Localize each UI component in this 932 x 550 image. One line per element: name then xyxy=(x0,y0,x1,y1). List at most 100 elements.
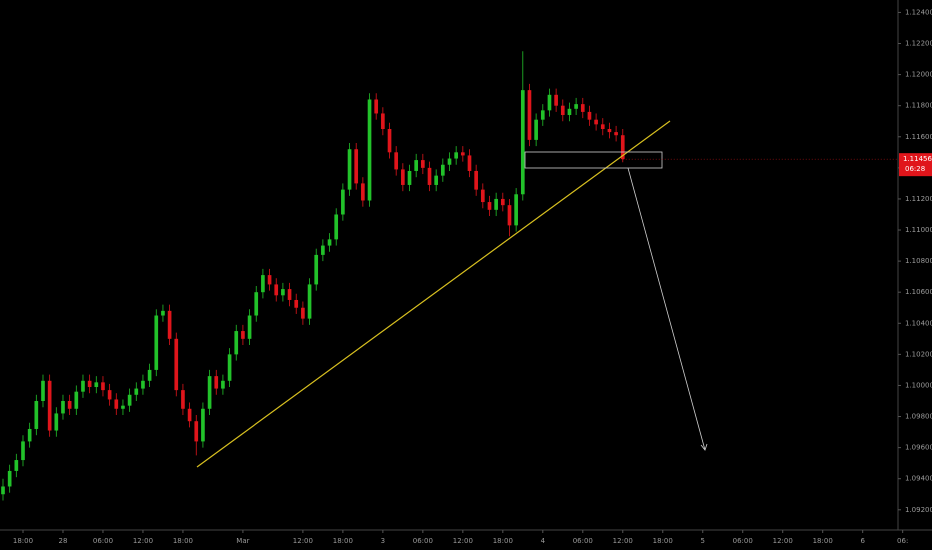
candle-body xyxy=(267,275,272,285)
candle-body xyxy=(414,160,419,171)
candle-body xyxy=(147,369,152,381)
candle-body xyxy=(361,183,365,201)
x-tick-label: 5 xyxy=(701,537,705,545)
y-tick-label: 1.10200 xyxy=(905,350,932,358)
candle-body xyxy=(194,421,199,442)
candle-body xyxy=(614,132,618,136)
last-price-box xyxy=(899,153,932,177)
x-tick-label: 3 xyxy=(381,537,385,545)
candle-body xyxy=(121,405,125,409)
candle-body xyxy=(367,99,372,201)
candle-body xyxy=(154,315,159,370)
y-tick-label: 1.11600 xyxy=(905,133,932,141)
candle-body xyxy=(294,299,299,308)
candle-body xyxy=(394,152,399,170)
candle-body xyxy=(7,470,12,487)
candle-body xyxy=(407,170,412,185)
candle-body xyxy=(520,90,525,195)
y-tick-label: 1.09600 xyxy=(905,444,932,452)
x-tick-label: 06:00 xyxy=(573,537,593,545)
candle-body xyxy=(374,99,379,114)
candle-body xyxy=(434,175,439,185)
candle-body xyxy=(441,164,445,176)
candle-body xyxy=(1,486,5,495)
y-tick-label: 1.09800 xyxy=(905,413,932,421)
candle-body xyxy=(354,149,359,184)
candle-body xyxy=(307,284,312,319)
x-tick-label: 12:00 xyxy=(133,537,153,545)
candle-body xyxy=(34,400,39,429)
y-tick-label: 1.09200 xyxy=(905,506,932,514)
x-tick-label: 18:00 xyxy=(493,537,513,545)
y-tick-label: 1.12000 xyxy=(905,71,932,79)
x-tick-label: 28 xyxy=(59,537,68,545)
candle-body xyxy=(607,129,612,133)
candle-body xyxy=(387,129,392,153)
candle-body xyxy=(134,388,139,395)
candle-body xyxy=(221,380,225,389)
candle-body xyxy=(494,198,498,210)
x-tick-label: 18:00 xyxy=(653,537,673,545)
plot-area xyxy=(1,51,625,501)
candle-body xyxy=(500,198,505,206)
candle-body xyxy=(167,310,172,339)
countdown-label: 06:28 xyxy=(905,165,925,173)
candle-body xyxy=(547,94,552,111)
candle-body xyxy=(101,382,105,391)
candle-body xyxy=(327,239,332,246)
x-tick-label: Mar xyxy=(236,537,249,545)
last-price-label: 1.11456 xyxy=(903,155,932,163)
candle-body xyxy=(421,160,425,168)
candle-body xyxy=(287,289,292,300)
candle-body xyxy=(381,113,385,130)
candle-body xyxy=(301,307,305,319)
candle-body xyxy=(181,390,185,409)
x-tick-label: 06:00 xyxy=(413,537,433,545)
candle-body xyxy=(507,205,512,226)
candle-body xyxy=(21,441,25,461)
candle-body xyxy=(247,315,252,339)
candle-body xyxy=(487,202,492,210)
candle-body xyxy=(347,149,352,190)
candle-body xyxy=(207,376,212,409)
candle-body xyxy=(27,428,32,442)
y-tick-label: 1.11800 xyxy=(905,102,932,110)
x-tick-label: 06: xyxy=(897,537,908,545)
x-tick-label: 18:00 xyxy=(173,537,193,545)
candle-body xyxy=(261,275,265,293)
candle-body xyxy=(427,167,432,185)
candle-body xyxy=(580,104,585,112)
trend-line xyxy=(196,120,671,468)
x-tick-label: 06:00 xyxy=(733,537,753,545)
candle-body xyxy=(187,408,192,422)
candle-body xyxy=(214,376,219,389)
candle-body xyxy=(467,155,472,171)
candle-body xyxy=(174,338,179,391)
y-tick-label: 1.10400 xyxy=(905,319,932,327)
y-tick-label: 1.11000 xyxy=(905,226,932,234)
x-tick-label: 6 xyxy=(860,537,865,545)
candle-body xyxy=(620,135,625,160)
y-tick-label: 1.11200 xyxy=(905,195,932,203)
x-tick-label: 12:00 xyxy=(613,537,633,545)
candle-body xyxy=(454,152,458,159)
candle-body xyxy=(241,331,245,339)
candle-body xyxy=(227,354,232,381)
candle-body xyxy=(321,245,325,255)
y-tick-label: 1.10000 xyxy=(905,381,932,389)
candle-body xyxy=(527,90,532,140)
candle-body xyxy=(587,111,592,120)
x-tick-label: 12:00 xyxy=(453,537,473,545)
x-tick-label: 12:00 xyxy=(293,537,313,545)
candle-body xyxy=(314,254,319,285)
x-tick-label: 18:00 xyxy=(333,537,353,545)
y-tick-label: 1.10600 xyxy=(905,288,932,296)
candle-body xyxy=(540,110,545,120)
candle-body xyxy=(67,400,72,409)
candle-body xyxy=(201,408,205,442)
candle-body xyxy=(560,105,565,116)
candle-body xyxy=(594,119,598,125)
candle-body xyxy=(61,400,65,414)
candle-body xyxy=(127,394,132,406)
